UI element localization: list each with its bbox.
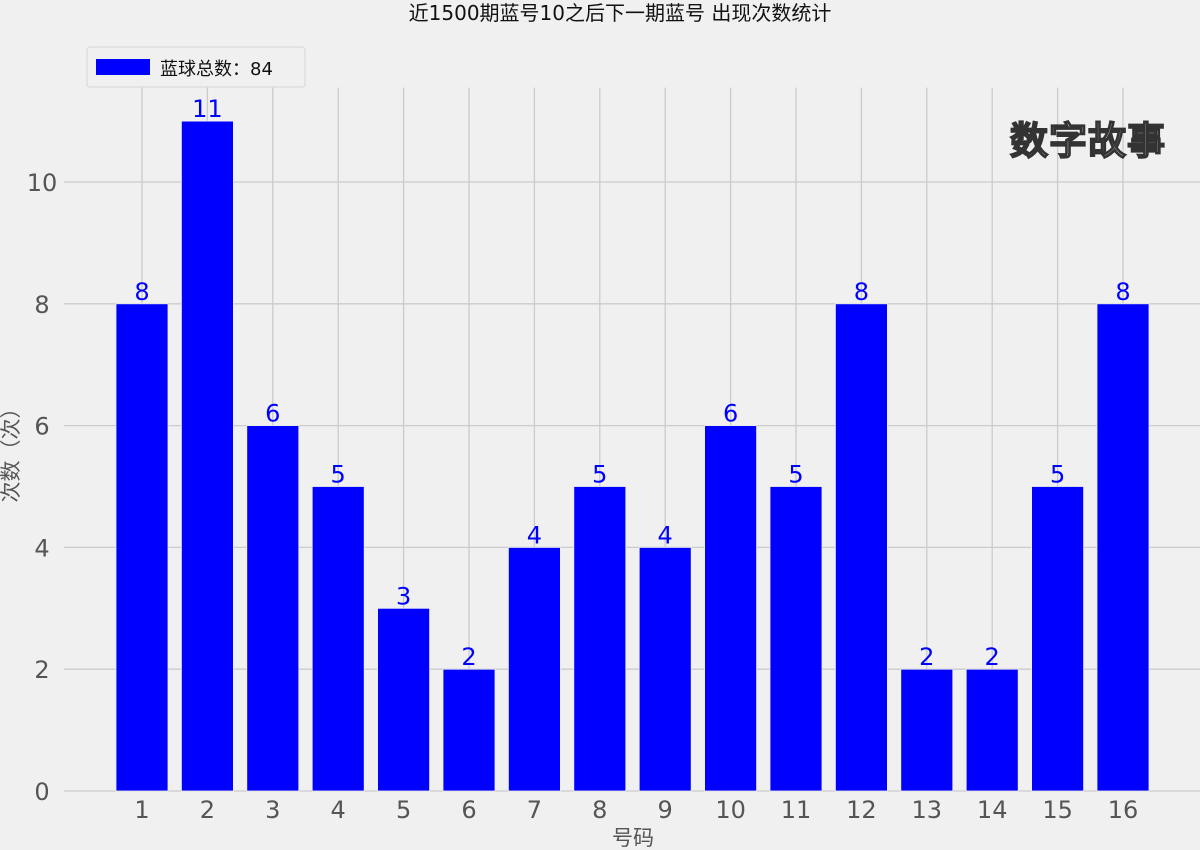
- legend-swatch: [96, 59, 150, 75]
- data-label: 4: [527, 521, 542, 549]
- y-tick-label: 2: [34, 656, 49, 684]
- bar: [965, 668, 1019, 792]
- grid-lines: [64, 87, 1200, 792]
- x-tick-label: 12: [846, 796, 877, 824]
- x-tick-label: 9: [658, 796, 673, 824]
- bar: [638, 547, 692, 792]
- x-tick-label: 8: [592, 796, 607, 824]
- bar: [573, 486, 627, 792]
- data-label: 5: [1050, 461, 1065, 489]
- data-label: 2: [919, 643, 934, 671]
- data-label: 2: [461, 643, 476, 671]
- legend-label: 蓝球总数：84: [160, 59, 273, 80]
- x-tick-label: 10: [715, 796, 746, 824]
- y-axis-label: 次数（次）: [0, 398, 23, 503]
- chart-title: 近1500期蓝号10之后下一期蓝号 出现次数统计: [409, 1, 832, 25]
- data-label: 5: [331, 461, 346, 489]
- bar: [769, 486, 823, 792]
- data-label: 2: [985, 643, 1000, 671]
- x-tick-label: 2: [200, 796, 215, 824]
- x-tick-label: 13: [912, 796, 943, 824]
- y-tick-label: 6: [34, 413, 49, 441]
- data-label: 6: [265, 400, 280, 428]
- y-tick-label: 0: [34, 778, 49, 806]
- bar: [115, 303, 169, 792]
- data-label: 3: [396, 582, 411, 610]
- bar: [377, 607, 431, 792]
- legend: 蓝球总数：84: [86, 46, 306, 88]
- x-tick-label: 14: [977, 796, 1008, 824]
- bars: [115, 120, 1150, 792]
- data-label: 8: [134, 278, 149, 306]
- x-tick-label: 5: [396, 796, 411, 824]
- x-tick-label: 4: [331, 796, 346, 824]
- bar: [704, 425, 757, 792]
- data-label: 5: [788, 461, 803, 489]
- data-label: 8: [854, 278, 869, 306]
- y-tick-labels: 0 2 4 6 8 10: [27, 169, 58, 806]
- bar: [835, 303, 888, 792]
- x-tick-label: 11: [781, 796, 812, 824]
- x-tick-label: 1: [134, 796, 149, 824]
- x-tick-label: 3: [265, 796, 280, 824]
- bar: [180, 120, 234, 792]
- bar: [900, 668, 954, 792]
- x-tick-labels: 1 2 3 4 5 6 7 8 9 10 11 12 13 14 15 16: [134, 796, 1138, 824]
- x-tick-label: 15: [1042, 796, 1073, 824]
- data-label: 5: [592, 461, 607, 489]
- data-label: 8: [1115, 278, 1130, 306]
- x-axis-label: 号码: [612, 826, 654, 850]
- data-labels: 8 11 6 5 3 2 4 5 4 6 5 8 2 2 5 8: [134, 95, 1130, 671]
- bar: [507, 547, 561, 792]
- bar: [1031, 486, 1084, 792]
- x-tick-label: 16: [1108, 796, 1139, 824]
- y-tick-label: 4: [34, 534, 49, 562]
- legend-box: [86, 46, 306, 88]
- bar: [311, 486, 365, 792]
- data-label: 6: [723, 400, 738, 428]
- data-label: 4: [658, 521, 673, 549]
- x-tick-label: 7: [527, 796, 542, 824]
- data-label: 11: [192, 95, 223, 123]
- bar: [1096, 303, 1150, 792]
- y-tick-label: 8: [34, 291, 49, 319]
- y-tick-label: 10: [27, 169, 58, 197]
- bar: [442, 668, 496, 792]
- x-tick-label: 6: [461, 796, 476, 824]
- bar: [246, 425, 300, 792]
- watermark: 数字故事: [1009, 118, 1167, 164]
